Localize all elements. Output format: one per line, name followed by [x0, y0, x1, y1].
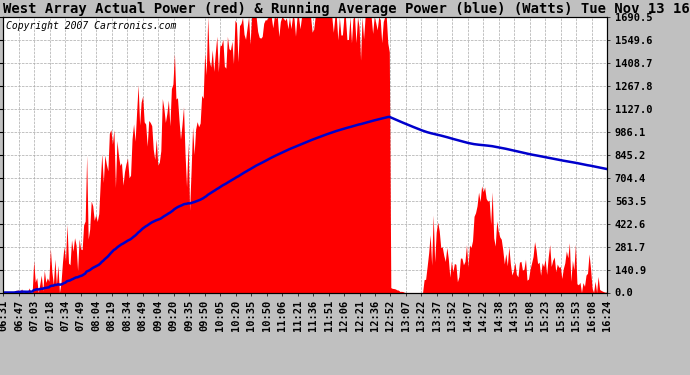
- Text: West Array Actual Power (red) & Running Average Power (blue) (Watts) Tue Nov 13 : West Array Actual Power (red) & Running …: [3, 2, 690, 16]
- Text: Copyright 2007 Cartronics.com: Copyright 2007 Cartronics.com: [6, 21, 177, 31]
